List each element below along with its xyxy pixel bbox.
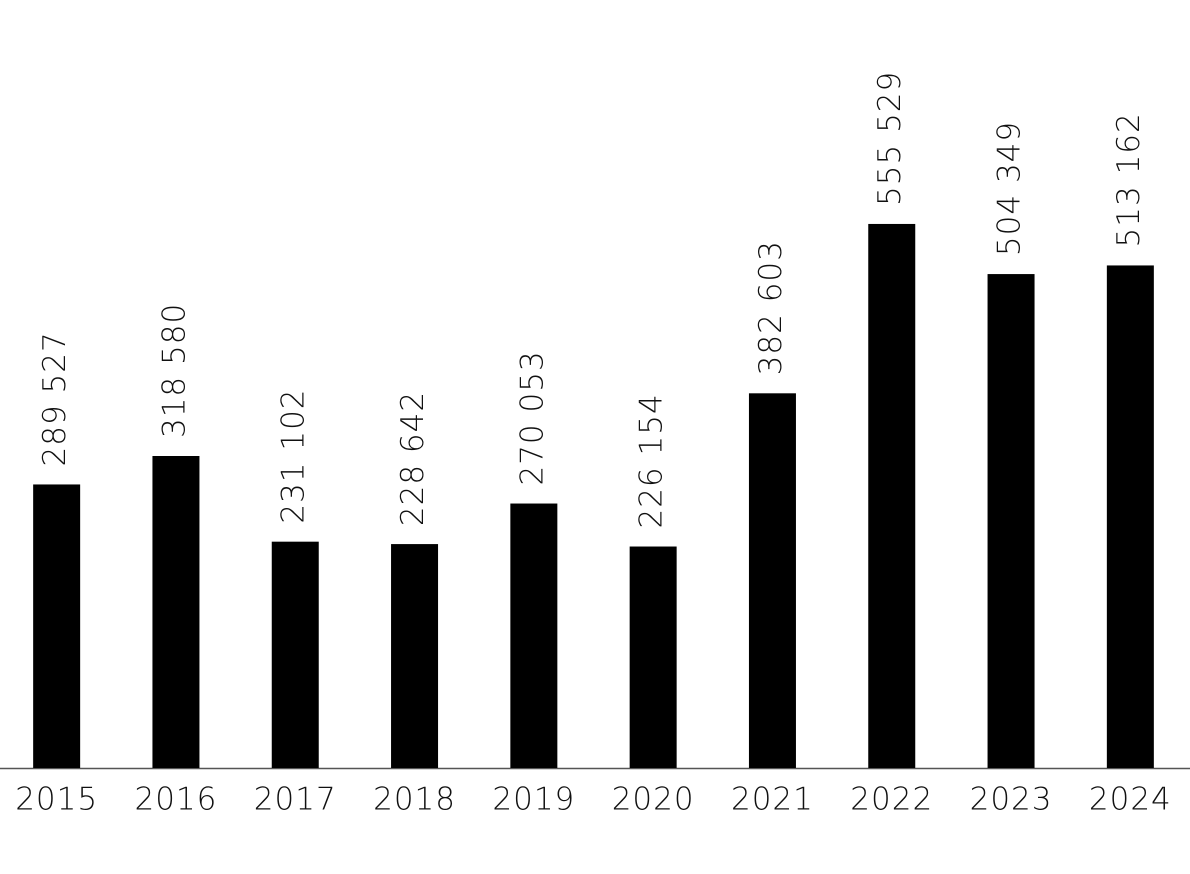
- value-label: 270 053: [514, 350, 550, 485]
- bar: [391, 544, 439, 768]
- value-label: 555 529: [872, 71, 908, 206]
- bar: [510, 503, 558, 768]
- bar: [271, 541, 319, 768]
- bar: [152, 456, 200, 768]
- value-label: 289 527: [37, 331, 73, 466]
- bar: [868, 223, 916, 769]
- value-label: 504 349: [992, 121, 1028, 256]
- x-tick-label: 2023: [970, 782, 1053, 818]
- x-tick-label: 2021: [731, 782, 814, 818]
- value-label: 513 162: [1111, 112, 1147, 247]
- x-tick-label: 2022: [850, 782, 933, 818]
- x-tick-label: 2017: [254, 782, 337, 818]
- value-label: 226 154: [634, 393, 670, 528]
- bar: [987, 274, 1035, 768]
- value-label: 228 642: [395, 391, 431, 526]
- bar: [1106, 265, 1154, 768]
- value-label: 231 102: [276, 388, 312, 523]
- x-tick-label: 2024: [1089, 782, 1172, 818]
- x-tick-label: 2016: [134, 782, 217, 818]
- bar: [33, 484, 81, 768]
- x-tick-label: 2015: [15, 782, 98, 818]
- x-tick-label: 2018: [373, 782, 456, 818]
- bar: [748, 393, 796, 768]
- bar: [629, 546, 677, 768]
- value-label: 318 580: [156, 303, 192, 438]
- value-label: 382 603: [753, 240, 789, 375]
- x-tick-label: 2019: [492, 782, 575, 818]
- x-tick-label: 2020: [612, 782, 695, 818]
